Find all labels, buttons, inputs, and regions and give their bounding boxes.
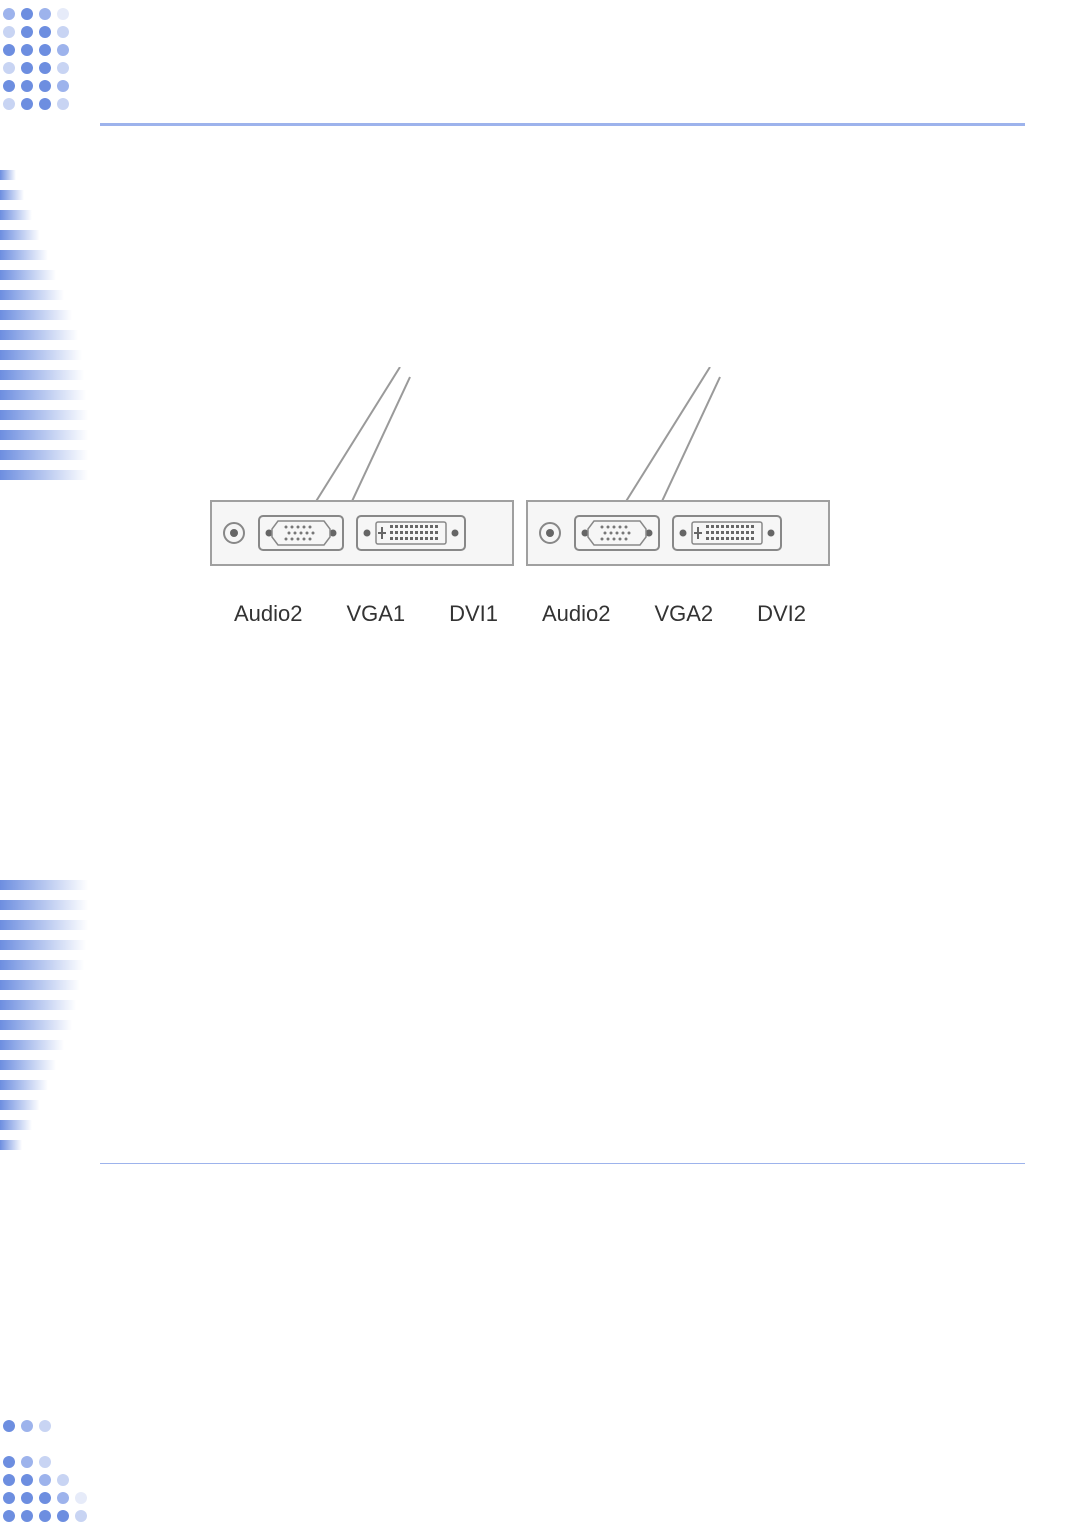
dvi-port-icon	[672, 515, 782, 551]
vga-port-icon	[258, 515, 344, 551]
vga-port-icon	[574, 515, 660, 551]
ports-diagram: Audio2 VGA1 DVI1 Audio2 VGA2 DVI2	[210, 500, 830, 627]
dvi-port-icon	[356, 515, 466, 551]
decorative-bars-top	[0, 170, 88, 490]
port-label: DVI2	[757, 601, 806, 627]
port-labels-row: Audio2 VGA1 DVI1 Audio2 VGA2 DVI2	[210, 601, 830, 627]
port-label: DVI1	[449, 601, 498, 627]
port-label: Audio2	[234, 601, 303, 627]
decorative-dots-top	[0, 5, 72, 113]
decorative-dots-bottom	[0, 1417, 90, 1525]
audio-jack-icon	[538, 521, 562, 545]
port-label: VGA2	[654, 601, 713, 627]
decorative-bars-bottom	[0, 880, 88, 1160]
header-divider	[100, 123, 1025, 126]
port-panel-2	[526, 500, 830, 566]
audio-jack-icon	[222, 521, 246, 545]
port-label: VGA1	[346, 601, 405, 627]
port-label: Audio2	[542, 601, 611, 627]
port-panel-1	[210, 500, 514, 566]
footer-divider	[100, 1163, 1025, 1164]
